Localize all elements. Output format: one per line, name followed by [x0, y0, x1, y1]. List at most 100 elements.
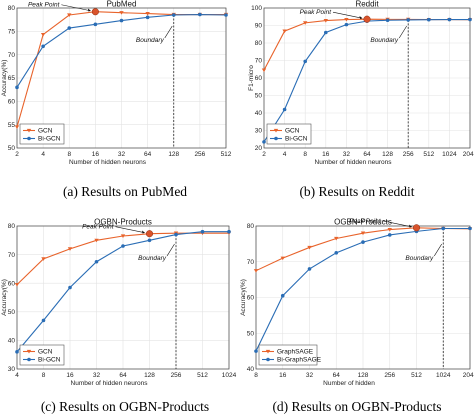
data-point	[387, 233, 392, 237]
legend-label: GraphSAGE	[277, 349, 314, 356]
x-tick-label: 128	[358, 372, 369, 379]
data-point	[147, 238, 152, 243]
data-point	[227, 229, 231, 234]
x-tick-label: 4	[283, 151, 287, 158]
y-tick-label: 80	[8, 223, 16, 230]
x-axis-label: Number of hidden neurons	[315, 159, 393, 166]
x-tick-label: 128	[168, 151, 179, 158]
data-point	[41, 44, 45, 49]
peak-arrowhead	[87, 8, 91, 12]
data-point	[468, 226, 472, 231]
peak-arrowhead	[359, 16, 363, 19]
x-tick-label: 256	[403, 151, 414, 158]
peak-annotation: Peak Point	[82, 224, 115, 231]
data-point	[67, 26, 72, 30]
legend-swatch-marker	[274, 136, 278, 141]
peak-marker	[91, 8, 99, 16]
x-tick-label: 512	[423, 151, 434, 158]
data-point	[93, 22, 98, 27]
data-point	[67, 13, 72, 17]
chart-panel-4: 40 50 60 70 80 8 16 32 64 128 256 512 1024 2048 OGBN-P…	[240, 218, 474, 415]
data-point	[468, 17, 472, 22]
data-point	[344, 22, 349, 27]
data-point	[282, 29, 287, 34]
x-tick-label: 64	[119, 372, 127, 379]
y-tick-label: 30	[255, 128, 263, 135]
peak-arrow	[115, 226, 145, 234]
y-tick-label: 50	[8, 145, 16, 152]
data-point	[68, 285, 72, 290]
chart-panel-1: 50 55 60 65 70 75 80 2 4 8 16 32 64 128 256 512 PubMed Nu…	[1, 0, 232, 199]
y-tick-label: 60	[8, 99, 16, 106]
data-point	[254, 349, 258, 353]
peak-annotation: Peak Point	[300, 9, 333, 16]
data-point	[41, 257, 46, 261]
chart-panel-2: 20 30 40 50 60 70 80 90 100 2 4 8 16 32 64 128 256 512 102…	[248, 0, 474, 199]
x-tick-label: 1024	[222, 372, 237, 379]
y-tick-label: 70	[255, 58, 263, 65]
x-tick-label: 2	[15, 151, 19, 158]
data-point	[280, 256, 285, 261]
y-tick-label: 100	[251, 5, 262, 12]
y-tick-label: 40	[8, 338, 16, 345]
y-tick-label: 80	[8, 5, 16, 12]
peak-annotation: Peak Point	[349, 218, 382, 225]
data-point	[334, 251, 339, 255]
legend-swatch-marker	[26, 128, 32, 133]
boundary-arrow	[433, 243, 443, 257]
data-point	[307, 267, 312, 271]
legend-label: Bi-GCN	[285, 136, 308, 143]
data-point	[361, 240, 365, 244]
data-point	[303, 21, 308, 25]
x-tick-label: 2048	[463, 151, 474, 158]
data-point	[41, 318, 46, 323]
figure-caption: (d) Results on OGBN-Products	[272, 399, 441, 414]
data-point	[307, 245, 312, 250]
figure-caption: (a) Results on PubMed	[63, 184, 187, 199]
data-point	[15, 350, 19, 354]
x-axis-label: Number of hidden	[323, 380, 375, 387]
axes-frame	[16, 7, 227, 149]
y-tick-label: 70	[8, 52, 16, 59]
y-tick-label: 60	[255, 75, 263, 82]
axes-frame	[255, 225, 471, 370]
data-point	[324, 30, 328, 35]
x-tick-label: 2048	[463, 372, 474, 379]
x-tick-label: 64	[363, 151, 371, 158]
y-tick-label: 20	[255, 145, 263, 152]
peak-marker	[412, 224, 421, 232]
x-tick-label: 4	[41, 151, 45, 158]
y-axis-label: Accuracy(%)	[240, 279, 247, 316]
y-tick-label: 50	[8, 309, 16, 316]
boundary-annotation: Boundary	[138, 255, 167, 262]
x-tick-label: 2	[262, 151, 266, 158]
x-tick-label: 8	[303, 151, 307, 158]
x-tick-label: 512	[411, 372, 422, 379]
y-axis-label: Accuracy(%)	[1, 60, 8, 97]
y-tick-label: 60	[8, 280, 16, 287]
x-tick-label: 64	[333, 372, 341, 379]
axes-frame	[263, 7, 471, 149]
x-tick-label: 32	[118, 151, 126, 158]
legend-swatch-marker	[265, 349, 271, 354]
x-tick-label: 512	[221, 151, 232, 158]
x-tick-label: 1024	[442, 151, 457, 158]
data-point	[344, 17, 349, 22]
data-point	[121, 244, 125, 248]
data-point	[174, 232, 178, 237]
data-point	[280, 293, 285, 298]
x-tick-label: 4	[15, 372, 19, 379]
data-point	[145, 12, 150, 16]
peak-arrowhead	[142, 230, 145, 234]
legend-label: Bi-GraphSAGE	[277, 357, 322, 364]
legend-label: Bi-GCN	[38, 357, 61, 364]
data-point	[14, 283, 20, 287]
boundary-annotation: Boundary	[136, 37, 165, 44]
data-point	[15, 85, 19, 90]
x-tick-label: 64	[144, 151, 152, 158]
legend-swatch-marker	[27, 357, 31, 362]
boundary-arrow	[164, 25, 173, 39]
data-point	[119, 18, 124, 23]
x-tick-label: 16	[92, 151, 100, 158]
